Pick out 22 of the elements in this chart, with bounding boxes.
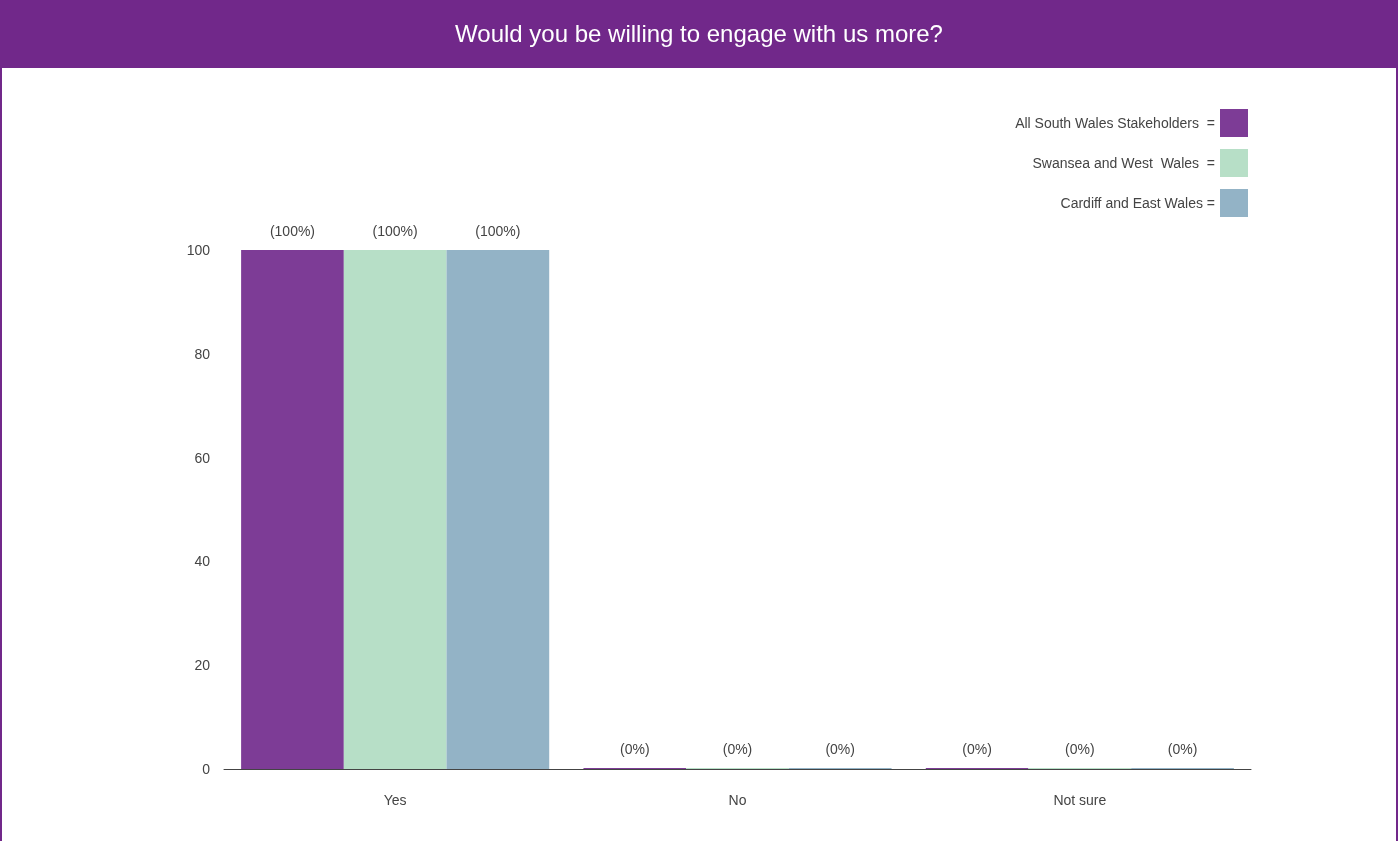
y-tick-label: 40 bbox=[194, 553, 211, 570]
data-label: (0%) bbox=[620, 741, 650, 757]
data-label: (0%) bbox=[1065, 741, 1095, 757]
legend-label: Cardiff and East Wales = bbox=[1060, 195, 1215, 211]
x-tick-label: Not sure bbox=[1053, 792, 1107, 808]
data-label: (100%) bbox=[475, 223, 521, 239]
y-tick-label: 20 bbox=[194, 657, 211, 674]
x-tick-label: Yes bbox=[383, 792, 407, 808]
x-tick-label: No bbox=[728, 792, 747, 808]
legend-label: Swansea and West Wales = bbox=[1032, 155, 1215, 171]
chart-title: Would you be willing to engage with us more? bbox=[2, 0, 1396, 68]
y-tick-label: 80 bbox=[194, 345, 211, 362]
data-label: (100%) bbox=[372, 223, 418, 239]
data-label: (0%) bbox=[722, 741, 753, 757]
y-tick-label: 100 bbox=[186, 242, 211, 258]
y-tick-label: 0 bbox=[202, 761, 211, 777]
data-label: (0%) bbox=[825, 741, 855, 757]
data-label: (0%) bbox=[962, 741, 992, 757]
legend-label: All South Wales Stakeholders = bbox=[1015, 115, 1215, 131]
data-label: (0%) bbox=[1167, 741, 1198, 757]
data-label: (100%) bbox=[269, 223, 316, 239]
y-tick-label: 60 bbox=[194, 449, 211, 466]
